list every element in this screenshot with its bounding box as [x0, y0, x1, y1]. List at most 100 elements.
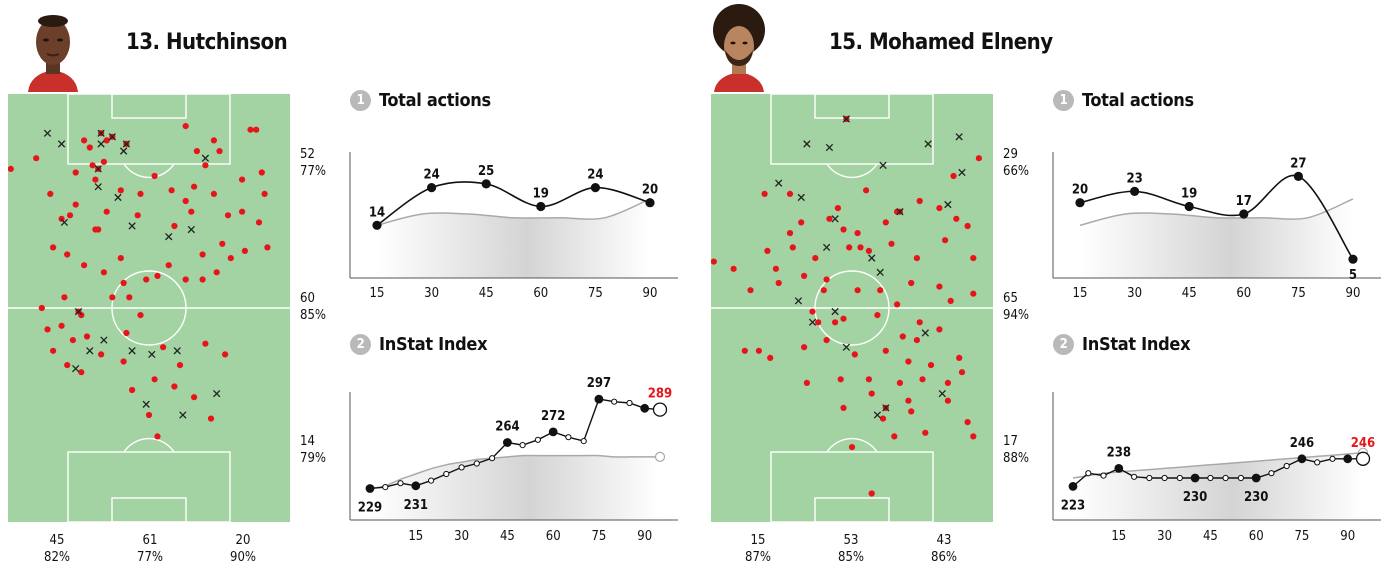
successful-action-dot	[241, 247, 248, 254]
successful-action-dot	[64, 362, 71, 369]
data-point	[1348, 254, 1358, 264]
successful-action-dot	[100, 269, 107, 276]
successful-action-dot	[117, 255, 124, 262]
zone-percent: 85%	[300, 308, 326, 323]
lost-action-cross	[173, 347, 181, 355]
successful-action-dot	[47, 190, 54, 197]
lost-action-cross	[797, 193, 805, 202]
section-number-badge: 1	[350, 90, 371, 111]
instat-index-chart: 229 231 264 272 297 289 15 30 45 60 75 90	[349, 376, 678, 544]
successful-action-dot	[874, 312, 881, 319]
successful-action-dot	[202, 340, 209, 347]
section-title-text: InStat Index	[1082, 334, 1191, 355]
successful-action-dot	[255, 219, 263, 226]
successful-action-dot	[182, 276, 189, 283]
cross-stroke	[43, 129, 52, 137]
lost-action-cross	[97, 140, 105, 148]
x-tick-label: 45	[1182, 286, 1197, 300]
successful-action-dot	[247, 126, 254, 133]
successful-action-dot	[86, 144, 93, 151]
data-point	[1239, 209, 1249, 219]
zone-stat-top: 52 77%	[300, 146, 326, 180]
successful-action-dot	[970, 255, 977, 262]
successful-action-dot	[927, 362, 935, 369]
cross-stroke	[60, 218, 69, 227]
data-label: 19	[533, 187, 549, 202]
cross-stroke	[924, 140, 932, 148]
minor-data-point	[473, 460, 480, 467]
successful-action-dot	[50, 244, 57, 251]
total-actions-title: 1 Total actions	[1053, 90, 1194, 111]
minor-data-point	[580, 438, 587, 445]
successful-action-dot	[216, 148, 223, 155]
data-label: 223	[1061, 498, 1085, 513]
zone-stat-bottom: 14 79%	[300, 433, 326, 467]
cross-stroke	[201, 154, 210, 162]
goal-area-top	[814, 94, 890, 119]
lost-action-cross	[187, 225, 195, 234]
minor-data-point	[443, 470, 450, 478]
center-circle	[111, 270, 187, 346]
x-tick-label: 90	[1346, 286, 1361, 300]
lost-action-cross	[896, 208, 904, 216]
zone-count: 17	[1003, 434, 1018, 449]
successful-action-dot	[882, 219, 889, 226]
zone-percent: 77%	[300, 164, 326, 179]
successful-action-dot	[755, 347, 762, 354]
successful-action-dot	[863, 187, 870, 194]
x-tick-label: 60	[533, 286, 548, 300]
successful-action-dot	[61, 294, 68, 301]
average-end-point	[654, 451, 666, 463]
average-area	[1080, 198, 1353, 278]
cross-stroke	[213, 389, 221, 398]
minor-data-point	[1329, 455, 1336, 462]
successful-action-dot	[191, 394, 198, 401]
successful-action-dot	[865, 247, 872, 254]
lost-action-cross	[831, 215, 839, 223]
minor-data-point	[519, 442, 526, 449]
minor-data-point	[1146, 474, 1153, 482]
successful-action-dot	[826, 215, 833, 222]
successful-action-dot	[207, 415, 215, 422]
lost-action-cross	[822, 243, 831, 252]
data-label: 24	[587, 168, 603, 183]
successful-action-dot	[761, 190, 768, 197]
minor-data-point	[397, 480, 404, 487]
successful-action-dot	[199, 251, 206, 258]
successful-action-dot	[894, 301, 901, 308]
minor-data-point	[1237, 474, 1244, 482]
successful-action-dot	[81, 137, 88, 144]
successful-action-dot	[908, 279, 915, 287]
successful-action-dot	[823, 276, 830, 283]
section-number-badge: 2	[1053, 334, 1074, 355]
data-point	[1184, 201, 1194, 212]
successful-action-dot	[964, 222, 971, 230]
data-point	[1297, 454, 1307, 464]
successful-action-dot	[834, 205, 841, 212]
minor-data-point	[1161, 474, 1168, 482]
cross-stroke	[165, 233, 173, 241]
cross-stroke	[86, 347, 94, 355]
successful-action-dot	[171, 222, 178, 230]
data-point	[590, 183, 600, 193]
successful-action-dot	[820, 287, 827, 294]
successful-action-dot	[253, 126, 260, 133]
successful-action-dot	[92, 176, 99, 183]
lost-action-cross	[825, 143, 834, 152]
section-number-badge: 1	[1053, 90, 1074, 111]
successful-action-dot	[182, 123, 189, 130]
lost-action-cross	[122, 140, 131, 148]
successful-action-dot	[970, 290, 977, 297]
successful-action-dot	[44, 326, 51, 333]
minor-data-point	[1314, 459, 1321, 466]
successful-action-dot	[942, 237, 949, 244]
successful-action-dot	[865, 376, 872, 383]
cross-stroke	[794, 297, 803, 305]
zone-count: 60	[300, 291, 315, 306]
successful-action-dot	[958, 369, 966, 376]
lost-action-cross	[119, 147, 128, 155]
successful-action-dot	[832, 319, 839, 326]
section-number-badge: 2	[350, 334, 371, 355]
successful-action-dot	[129, 386, 136, 394]
cross-stroke	[868, 254, 876, 262]
